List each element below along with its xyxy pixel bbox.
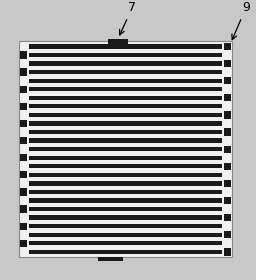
Bar	[29, 241, 222, 246]
Bar	[20, 154, 27, 161]
Bar	[29, 53, 222, 57]
Bar	[29, 173, 222, 177]
Bar	[29, 70, 222, 74]
Bar	[20, 103, 27, 110]
Bar	[20, 137, 27, 144]
Bar	[29, 61, 222, 66]
Bar	[29, 87, 222, 91]
Bar	[29, 104, 222, 108]
Bar	[224, 214, 231, 221]
Bar	[29, 216, 222, 220]
Bar	[20, 68, 27, 76]
Bar	[20, 188, 27, 196]
Bar	[224, 60, 231, 67]
Bar	[224, 43, 231, 50]
Bar	[29, 250, 222, 254]
Bar	[29, 207, 222, 211]
Bar	[29, 224, 222, 228]
Bar	[29, 181, 222, 186]
Bar	[29, 233, 222, 237]
Bar	[20, 240, 27, 247]
Bar	[20, 171, 27, 178]
Bar	[29, 96, 222, 100]
Bar	[224, 197, 231, 204]
Bar	[29, 198, 222, 203]
Bar	[29, 156, 222, 160]
Bar	[109, 39, 127, 44]
Bar	[20, 206, 27, 213]
Bar	[224, 163, 231, 170]
Bar	[29, 113, 222, 117]
Bar	[224, 94, 231, 101]
Bar	[20, 223, 27, 230]
Bar	[20, 120, 27, 127]
Bar	[19, 41, 232, 258]
Bar	[29, 130, 222, 134]
Bar	[224, 180, 231, 187]
Bar	[224, 248, 231, 256]
Bar	[29, 121, 222, 126]
Bar	[29, 190, 222, 194]
Bar	[20, 51, 27, 59]
Text: 7: 7	[120, 1, 136, 35]
Bar	[29, 147, 222, 151]
Bar	[29, 44, 222, 48]
Bar	[98, 256, 123, 261]
Bar	[224, 146, 231, 153]
Bar	[29, 164, 222, 168]
Bar	[29, 78, 222, 83]
Bar	[224, 77, 231, 84]
Bar	[224, 111, 231, 118]
Bar	[224, 129, 231, 136]
Bar	[29, 138, 222, 143]
Bar	[20, 86, 27, 93]
Bar	[224, 231, 231, 238]
Text: 9: 9	[232, 1, 250, 39]
